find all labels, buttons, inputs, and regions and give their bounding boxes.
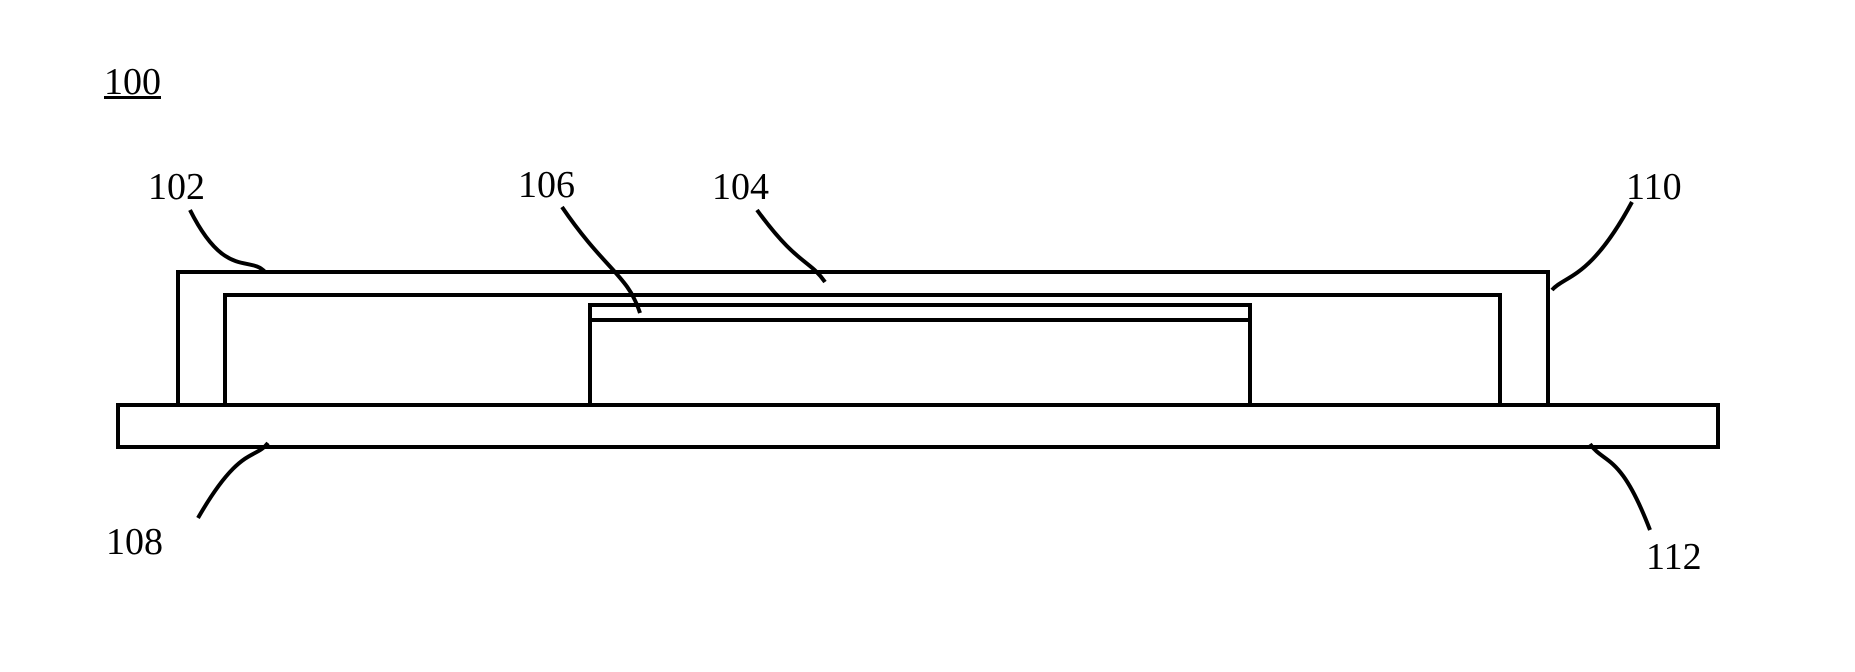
- rect-substrate: [118, 405, 1718, 447]
- leader-112: [1590, 444, 1650, 530]
- leader-110: [1552, 202, 1632, 290]
- cross-section-diagram: [0, 0, 1855, 672]
- rect-top-lip: [590, 305, 1250, 320]
- leader-108: [198, 443, 268, 518]
- leader-102: [190, 210, 265, 272]
